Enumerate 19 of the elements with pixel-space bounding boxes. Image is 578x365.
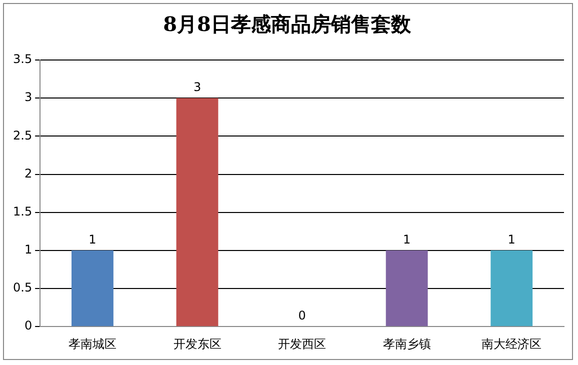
data-label: 1 <box>508 232 516 247</box>
chart-title: 8月8日孝感商品房销售套数 <box>163 12 412 36</box>
data-label: 3 <box>193 80 202 94</box>
data-label: 1 <box>403 232 411 247</box>
y-tick-label: 2.5 <box>12 128 32 142</box>
data-label: 0 <box>298 308 306 323</box>
y-tick-label: 0 <box>24 318 32 333</box>
y-tick-label: 3.5 <box>12 52 32 66</box>
x-tick-label: 开发西区 <box>278 336 326 351</box>
x-tick-label: 南大经济区 <box>482 336 542 351</box>
y-tick-label: 1 <box>24 242 32 257</box>
y-tick-label: 0.5 <box>12 280 32 295</box>
y-tick-label: 2 <box>24 166 32 180</box>
data-label: 1 <box>88 232 96 247</box>
x-tick-label: 孝南城区 <box>68 336 116 351</box>
x-tick-label: 开发东区 <box>173 336 222 351</box>
x-tick-label: 孝南乡镇 <box>382 336 431 351</box>
y-tick-label: 1.5 <box>12 204 32 218</box>
y-tick-label: 3 <box>24 90 32 104</box>
